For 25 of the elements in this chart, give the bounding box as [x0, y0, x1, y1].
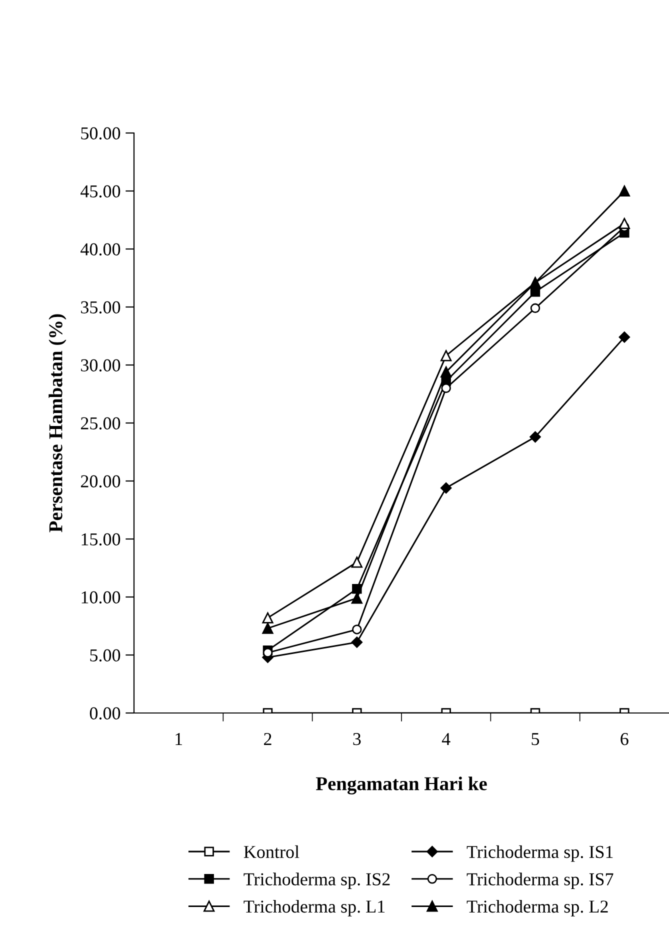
x-tick-label: 5 [532, 733, 540, 746]
x-tick-label: 3 [353, 733, 361, 746]
x-axis-title: Pengamatan Hari ke [316, 776, 487, 794]
y-tick-label: 50.00 [81, 127, 120, 140]
y-tick-label: 25.00 [80, 417, 120, 430]
legend-label: Kontrol [244, 845, 300, 858]
y-tick-label: 20.00 [80, 475, 120, 488]
legend-label: Trichoderma sp. L2 [466, 900, 608, 916]
legend-label: Trichoderma sp. IS1 [466, 845, 613, 862]
y-tick-label: 5.00 [90, 649, 120, 662]
legend-label: Trichoderma sp. IS7 [466, 872, 614, 890]
y-tick-label: 30.00 [81, 359, 120, 372]
y-tick-label: 15.00 [82, 533, 120, 546]
legend-label: Trichoderma sp. IS2 [244, 872, 390, 890]
y-tick-label: 35.00 [81, 301, 120, 314]
y-tick-label: 40.00 [80, 243, 120, 256]
y-tick-label: 45.00 [80, 185, 120, 198]
x-tick-label: 6 [620, 733, 628, 746]
x-tick-label: 4 [442, 733, 450, 745]
y-tick-label: 0.00 [90, 707, 120, 720]
x-tick-label: 1 [176, 733, 182, 745]
legend-label: Trichoderma sp. L1 [244, 900, 385, 916]
y-tick-label: 10.00 [82, 591, 120, 604]
y-axis-title: Persentase Hambatan (%) [48, 314, 66, 532]
x-tick-label: 2 [264, 733, 272, 745]
